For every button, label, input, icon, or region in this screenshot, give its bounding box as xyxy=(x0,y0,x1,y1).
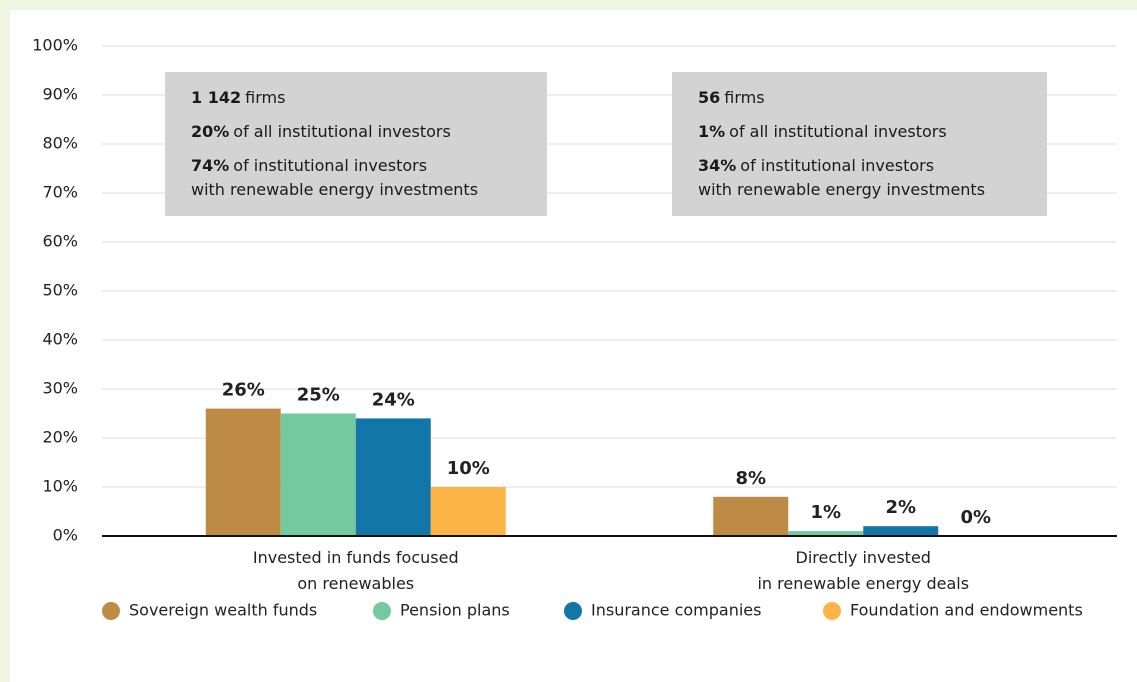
value-label: 0% xyxy=(960,507,991,528)
annotation-text: of institutional investors with renewabl… xyxy=(191,156,479,199)
y-tick-label: 40% xyxy=(42,330,78,349)
bar xyxy=(788,531,864,536)
legend-swatch xyxy=(102,602,120,620)
annotation-line: 1 142 firms xyxy=(191,86,547,109)
bar xyxy=(280,413,356,536)
y-tick-label: 0% xyxy=(53,526,78,545)
annotation-emphasis: 34% xyxy=(698,156,737,175)
bar xyxy=(713,496,789,536)
legend-label: Insurance companies xyxy=(591,601,761,620)
value-label: 26% xyxy=(222,380,265,401)
bar xyxy=(205,408,281,536)
annotation-line: 34% of institutional investors with renew… xyxy=(698,154,1047,202)
annotation-box: 1 142 firms 20% of all institutional invest… xyxy=(165,72,547,216)
value-label: 10% xyxy=(447,458,490,479)
annotation-line: 56 firms xyxy=(698,86,1047,109)
value-label: 8% xyxy=(735,468,766,489)
value-label: 25% xyxy=(297,385,340,406)
y-tick-label: 60% xyxy=(42,232,78,251)
y-tick-label: 20% xyxy=(42,428,78,447)
y-tick-label: 30% xyxy=(42,379,78,398)
y-tick-label: 90% xyxy=(42,85,78,104)
legend-label: Sovereign wealth funds xyxy=(129,601,317,620)
legend-swatch xyxy=(564,602,582,620)
annotation-text: firms xyxy=(245,88,286,107)
y-tick-label: 70% xyxy=(42,183,78,202)
legend-label: Pension plans xyxy=(400,601,510,620)
x-tick-label: Invested in funds focused on renewables xyxy=(253,548,459,593)
bar xyxy=(430,487,506,536)
legend-swatch xyxy=(823,602,841,620)
legend-label: Foundation and endowments xyxy=(850,601,1083,620)
x-tick-label: Directly invested in renewable energy dea… xyxy=(757,548,969,593)
annotation-text: of institutional investors with renewabl… xyxy=(698,156,986,199)
annotation-emphasis: 56 xyxy=(698,88,721,107)
y-tick-label: 50% xyxy=(42,281,78,300)
annotation-text: of all institutional investors xyxy=(233,122,451,141)
annotation-emphasis: 74% xyxy=(191,156,230,175)
annotation-box: 56 firms 1% of all institutional investors 3… xyxy=(672,72,1047,216)
bar xyxy=(863,526,939,536)
annotation-emphasis: 1% xyxy=(698,122,726,141)
y-tick-label: 10% xyxy=(42,477,78,496)
legend-swatch xyxy=(373,602,391,620)
annotation-emphasis: 20% xyxy=(191,122,230,141)
annotation-text: firms xyxy=(724,88,765,107)
value-label: 1% xyxy=(810,502,841,523)
annotation-text: of all institutional investors xyxy=(729,122,947,141)
annotation-line: 20% of all institutional investors xyxy=(191,120,547,143)
value-label: 24% xyxy=(372,389,415,410)
y-tick-label: 80% xyxy=(42,134,78,153)
annotation-emphasis: 1 142 xyxy=(191,88,242,107)
bar xyxy=(355,418,431,536)
annotation-line: 74% of institutional investors with renew… xyxy=(191,154,547,202)
value-label: 2% xyxy=(885,497,916,518)
y-tick-label: 100% xyxy=(32,36,78,55)
annotation-line: 1% of all institutional investors xyxy=(698,120,1047,143)
